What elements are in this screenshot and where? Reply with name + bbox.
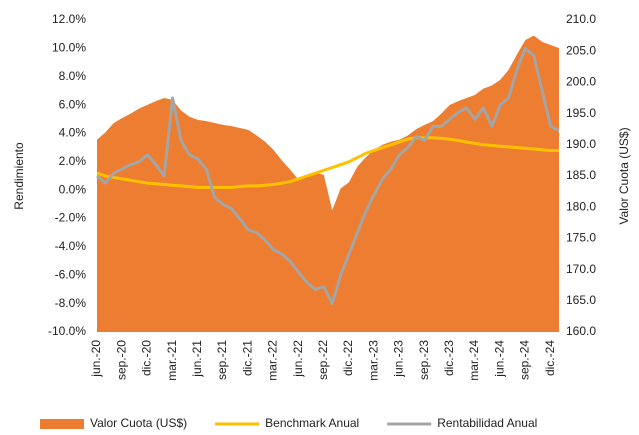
y-tick-label: 8.0% [59,69,87,83]
x-tick-label: mar.-22 [266,340,280,381]
y2-tick-label: 190.0 [566,137,596,151]
x-tick-label: sep.-20 [114,340,128,380]
x-tick-label: sep.-23 [417,340,431,380]
y-tick-label: 0.0% [59,182,87,196]
y2-tick-label: 205.0 [566,43,596,57]
x-tick-label: jun.-21 [190,340,204,378]
y-tick-label: -10.0% [48,324,86,338]
y-axis-title: Rendimiento [12,142,26,210]
x-tick-label: dic.-21 [240,340,254,376]
y2-tick-label: 180.0 [566,199,596,213]
x-tick-label: sep.-21 [215,340,229,380]
y-tick-label: 4.0% [59,126,87,140]
legend-label: Rentabilidad Anual [437,416,537,430]
y-tick-label: -4.0% [55,239,87,253]
x-tick-label: sep.-22 [316,340,330,380]
x-tick-label: jun.-20 [89,340,103,378]
y2-tick-label: 170.0 [566,262,596,276]
y-tick-label: -2.0% [55,211,87,225]
y-tick-label: 12.0% [52,12,86,26]
y2-tick-label: 195.0 [566,106,596,120]
y2-axis-title: Valor Cuota (US$) [617,127,631,224]
x-tick-label: mar.-24 [467,340,481,381]
x-tick-label: jun.-23 [392,340,406,378]
y2-tick-label: 160.0 [566,324,596,338]
x-tick-label: jun.-24 [492,340,506,378]
y2-tick-label: 200.0 [566,75,596,89]
y-tick-label: 10.0% [52,41,86,55]
x-tick-label: dic.-23 [442,340,456,376]
legend-swatch [40,419,84,429]
y2-tick-label: 165.0 [566,293,596,307]
area [97,35,559,332]
x-tick-label: mar.-23 [366,340,380,381]
y-tick-label: 6.0% [59,97,87,111]
y-tick-label: -8.0% [55,296,87,310]
line [96,46,560,306]
x-tick-label: mar.-21 [165,340,179,381]
legend-label: Benchmark Anual [265,416,359,430]
x-tick-label: sep.-24 [518,340,532,380]
line [96,136,559,189]
y-tick-label: -6.0% [55,267,87,281]
y-tick-label: 2.0% [59,154,87,168]
y2-tick-label: 175.0 [566,231,596,245]
x-tick-label: jun.-22 [291,340,305,378]
x-tick-label: dic.-20 [140,340,154,376]
legend-label: Valor Cuota (US$) [90,416,187,430]
y2-tick-label: 185.0 [566,168,596,182]
y2-tick-label: 210.0 [566,12,596,26]
x-tick-label: dic.-22 [341,340,355,376]
x-tick-label: dic.-24 [543,340,557,376]
